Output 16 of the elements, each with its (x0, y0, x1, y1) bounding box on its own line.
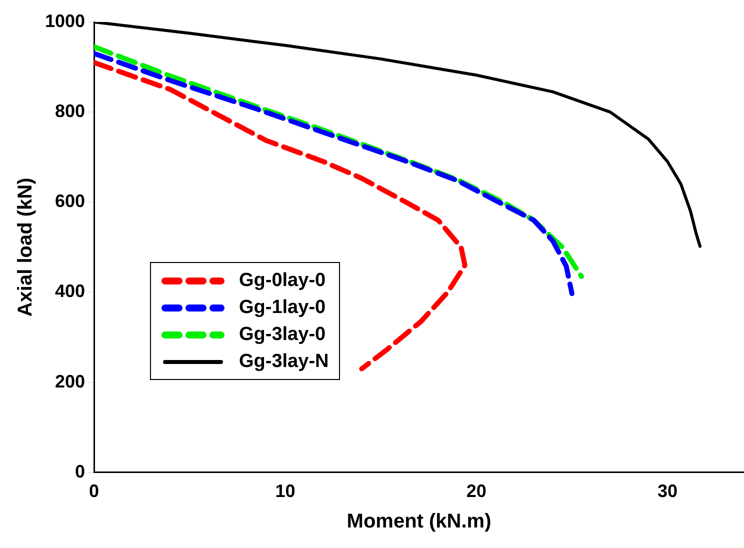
legend-label: Gg-3lay-0 (239, 324, 326, 346)
y-tick-label: 1000 (44, 10, 86, 31)
legend-label: Gg-0lay-0 (239, 270, 326, 292)
y-tick-label: 0 (75, 461, 86, 482)
x-axis-title: Moment (kN.m) (346, 510, 492, 533)
x-tick-label: 20 (466, 481, 486, 502)
y-tick-label: 800 (54, 101, 86, 122)
x-tick-label: 10 (275, 481, 296, 502)
y-axis-title: Axial load (kN) (14, 178, 37, 317)
y-tick-label: 400 (54, 281, 86, 302)
y-tick-label: 200 (54, 371, 86, 392)
y-tick-label: 600 (54, 191, 86, 212)
x-tick-label: 0 (89, 481, 100, 502)
legend-label: Gg-3lay-N (239, 350, 329, 372)
legend-label: Gg-1lay-0 (239, 296, 326, 318)
x-tick-label: 30 (658, 481, 678, 502)
